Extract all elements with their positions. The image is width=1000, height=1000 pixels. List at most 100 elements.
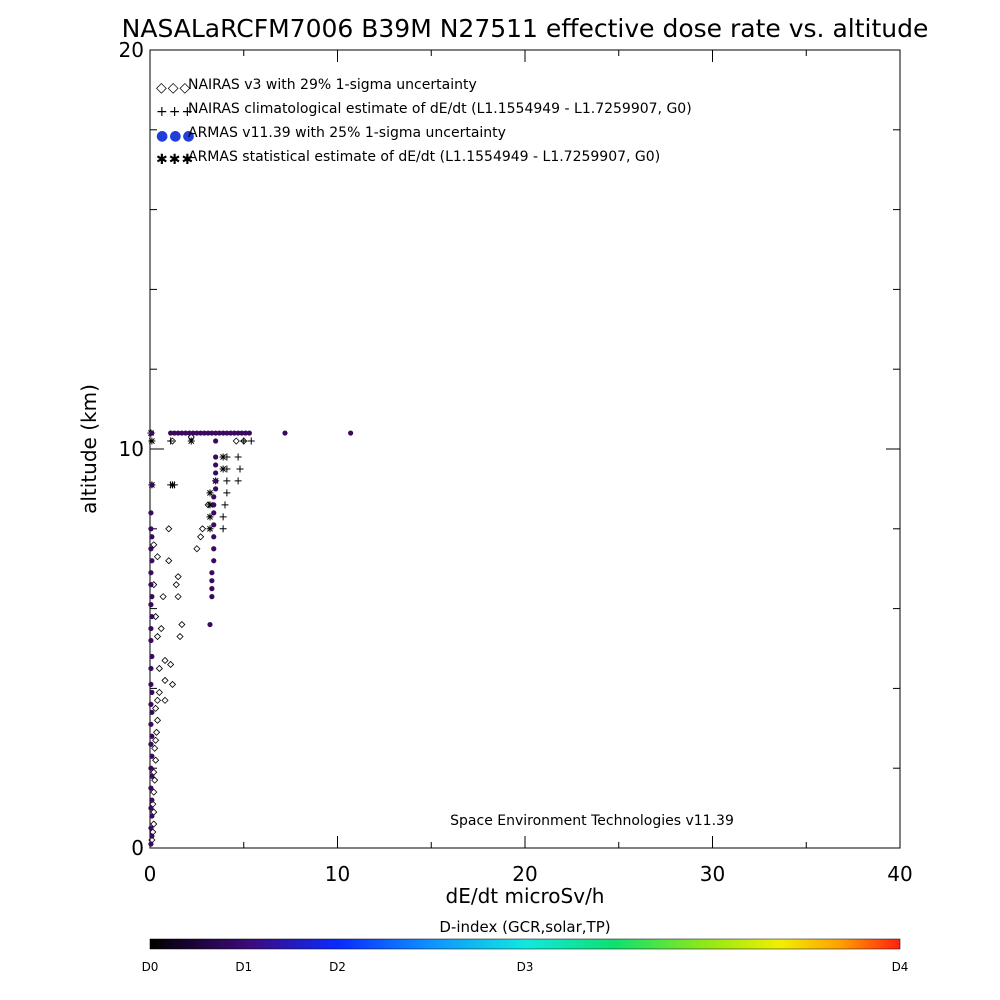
point-armas <box>149 689 155 695</box>
point-nairas <box>161 676 169 684</box>
point-armas <box>148 825 154 831</box>
point-armas <box>213 438 219 444</box>
point-armas <box>148 765 154 771</box>
point-armas <box>209 430 215 436</box>
point-armas <box>149 558 155 564</box>
point-armas-statistical <box>206 525 214 533</box>
point-nairas-climatology <box>221 501 229 509</box>
point-armas <box>171 430 177 436</box>
colorbar-label: D4 <box>892 960 909 974</box>
point-armas <box>149 709 155 715</box>
point-nairas <box>153 632 162 641</box>
point-armas <box>148 665 154 672</box>
point-armas <box>211 546 217 552</box>
x-tick-label: 30 <box>700 862 725 886</box>
point-armas <box>149 653 155 660</box>
point-armas <box>149 733 155 739</box>
data-points <box>147 429 354 847</box>
point-armas <box>148 785 154 791</box>
point-armas <box>149 813 155 819</box>
colorbar-label: D2 <box>329 960 346 974</box>
point-armas <box>239 430 245 436</box>
point-nairas <box>150 788 158 796</box>
point-nairas <box>155 664 163 673</box>
point-armas <box>211 522 217 528</box>
point-armas <box>149 534 155 540</box>
point-nairas <box>176 632 184 641</box>
point-armas-statistical <box>148 437 156 445</box>
point-armas <box>148 841 154 847</box>
point-armas <box>209 594 215 600</box>
point-armas <box>148 625 154 632</box>
point-armas-statistical <box>187 437 195 445</box>
point-armas <box>216 430 222 436</box>
point-armas <box>149 797 155 803</box>
x-tick-label: 20 <box>512 862 537 886</box>
legend-label: ARMAS v11.39 with 25% 1-sigma uncertaint… <box>188 125 506 141</box>
point-nairas <box>165 557 173 565</box>
point-nairas <box>167 660 175 669</box>
point-armas-statistical <box>219 465 227 473</box>
point-armas <box>243 430 249 436</box>
point-nairas <box>172 581 180 589</box>
point-armas <box>148 741 154 747</box>
point-armas <box>183 430 189 436</box>
point-nairas <box>153 553 162 561</box>
point-armas <box>148 637 154 644</box>
y-axis-label: altitude (km) <box>77 384 101 514</box>
point-armas <box>213 454 219 460</box>
point-nairas <box>161 656 169 665</box>
point-armas <box>148 546 154 552</box>
point-nairas <box>157 624 165 633</box>
point-armas <box>168 430 174 436</box>
point-armas <box>175 430 181 436</box>
colorbar-label: D0 <box>142 960 159 974</box>
point-armas-statistical <box>169 481 176 489</box>
point-nairas-climatology <box>240 437 248 445</box>
point-armas-statistical <box>206 489 214 497</box>
point-armas <box>179 430 185 436</box>
point-armas-statistical <box>219 453 227 461</box>
x-tick-label: 40 <box>887 862 912 886</box>
point-nairas <box>165 525 173 533</box>
legend-symbol: ●●● <box>156 128 196 144</box>
legend-label: NAIRAS v3 with 29% 1-sigma uncertainty <box>188 77 477 93</box>
point-armas <box>201 430 207 436</box>
point-armas <box>148 701 154 707</box>
point-nairas <box>153 716 162 724</box>
point-armas <box>148 721 154 727</box>
point-armas <box>209 586 215 592</box>
point-armas <box>198 430 204 436</box>
point-armas <box>209 570 215 576</box>
point-armas <box>149 613 155 620</box>
point-armas <box>224 430 230 436</box>
point-armas <box>194 430 200 436</box>
point-nairas <box>152 736 160 744</box>
point-armas <box>149 594 155 600</box>
point-armas <box>209 578 215 584</box>
point-nairas-climatology <box>234 453 242 461</box>
colorbar <box>149 938 901 950</box>
colorbar-title: D-index (GCR,solar,TP) <box>439 918 610 936</box>
point-armas <box>149 753 155 759</box>
legend-symbol: ◇◇◇ <box>156 80 191 96</box>
y-tick-label: 10 <box>119 437 144 461</box>
legend-symbol: +++ <box>156 104 194 120</box>
point-armas <box>348 430 354 436</box>
point-armas <box>148 526 154 532</box>
point-armas <box>148 570 154 576</box>
axis-tick-labels: 0 10 20 30 40 0 10 20 <box>119 38 913 886</box>
point-armas <box>149 430 155 436</box>
point-armas <box>211 558 217 564</box>
point-armas <box>211 502 217 508</box>
point-nairas <box>150 820 158 828</box>
point-nairas-climatology <box>219 525 227 533</box>
point-armas <box>211 534 217 540</box>
point-nairas <box>168 680 177 688</box>
point-nairas <box>174 573 182 581</box>
point-nairas-climatology <box>236 465 244 473</box>
point-nairas <box>232 437 240 445</box>
point-armas <box>148 602 154 608</box>
point-nairas <box>150 541 158 549</box>
